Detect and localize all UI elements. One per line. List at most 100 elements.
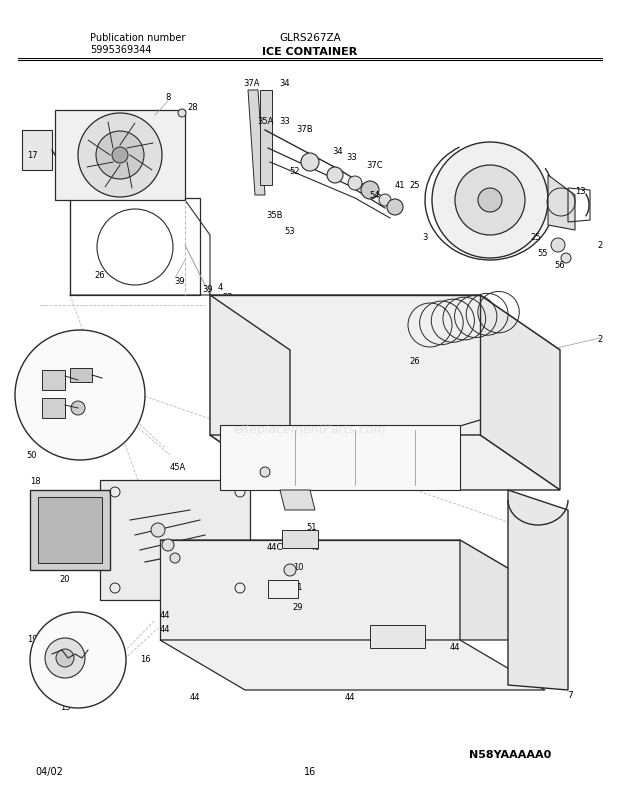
Text: 2: 2 [598,241,603,249]
Text: GLRS267ZA: GLRS267ZA [279,33,341,43]
Text: 16: 16 [304,767,316,777]
Text: 37A: 37A [244,79,260,87]
Circle shape [327,167,343,183]
Text: 39: 39 [175,277,185,287]
Polygon shape [160,540,545,590]
Text: 15: 15 [60,703,70,711]
Text: 58: 58 [219,477,230,487]
Circle shape [71,401,85,415]
Circle shape [379,194,391,206]
Text: 34: 34 [280,79,290,87]
Text: 21: 21 [293,584,303,592]
Circle shape [15,330,145,460]
Text: 45C: 45C [47,356,63,364]
Text: 54: 54 [370,191,380,199]
Text: 53: 53 [285,228,295,237]
Polygon shape [210,435,560,490]
Polygon shape [42,398,65,418]
Polygon shape [70,368,92,382]
Text: 16: 16 [140,656,150,665]
Text: 25: 25 [410,182,420,191]
Polygon shape [210,295,560,350]
Polygon shape [268,580,298,598]
Text: 37B: 37B [297,125,313,134]
Text: 34: 34 [333,148,343,156]
Text: 10: 10 [293,564,303,572]
Text: 50: 50 [27,450,37,460]
Text: 7: 7 [567,691,573,700]
Polygon shape [260,90,272,185]
Text: 48: 48 [253,460,264,468]
Text: 8: 8 [166,92,171,102]
Polygon shape [508,490,568,690]
Text: 33: 33 [347,153,357,163]
Text: 28: 28 [188,103,198,113]
Text: 44: 44 [160,611,171,619]
Polygon shape [160,540,460,640]
Text: 35A: 35A [257,118,273,126]
Text: 33: 33 [280,118,290,126]
Text: 45B: 45B [87,407,103,417]
Circle shape [478,188,502,212]
Polygon shape [22,130,52,170]
Text: 44: 44 [190,692,200,702]
Circle shape [112,147,128,163]
Circle shape [96,131,144,179]
Polygon shape [55,110,185,200]
Circle shape [45,638,85,678]
Polygon shape [220,425,460,490]
Circle shape [170,553,180,563]
Circle shape [162,539,174,551]
Circle shape [348,176,362,190]
Circle shape [387,199,403,215]
Text: 45D: 45D [87,357,104,367]
Circle shape [432,142,548,258]
Polygon shape [160,640,545,690]
Text: 46: 46 [309,544,321,553]
Text: 44C: 44C [267,544,283,553]
Text: eReplacementParts.com: eReplacementParts.com [234,423,386,437]
Circle shape [151,523,165,537]
Polygon shape [210,295,480,435]
Text: 56: 56 [555,260,565,269]
Circle shape [561,253,571,263]
Text: 23: 23 [223,294,233,303]
Text: 44: 44 [450,643,460,653]
Text: 2: 2 [598,336,603,345]
Polygon shape [248,90,265,195]
Circle shape [56,649,74,667]
Polygon shape [280,490,315,510]
Text: 17: 17 [27,151,37,160]
Text: 4: 4 [218,283,223,292]
Text: Publication number: Publication number [90,33,185,43]
Text: 04/02: 04/02 [35,767,63,777]
Text: 41: 41 [395,180,405,190]
Text: ICE CONTAINER: ICE CONTAINER [262,47,358,57]
Text: 3: 3 [422,233,428,241]
Text: 47: 47 [309,484,321,492]
Text: 45A: 45A [170,462,186,472]
Polygon shape [370,625,425,648]
Text: 45: 45 [50,422,60,431]
Text: 18: 18 [30,477,40,487]
Text: 13: 13 [575,187,585,196]
Circle shape [30,612,126,708]
Text: 25: 25 [531,233,541,241]
Text: 55: 55 [538,249,548,257]
Text: 26: 26 [95,271,105,279]
Text: 37C: 37C [366,160,383,169]
Polygon shape [460,540,545,640]
Polygon shape [282,530,318,548]
Polygon shape [30,490,110,570]
Text: 51: 51 [307,523,317,533]
Text: 19: 19 [27,635,37,645]
Circle shape [301,153,319,171]
Circle shape [551,238,565,252]
Text: 5995369344: 5995369344 [90,45,151,55]
Text: 44: 44 [160,626,171,634]
Polygon shape [210,295,290,490]
Polygon shape [100,480,250,600]
Text: 20: 20 [60,576,70,584]
Text: 44: 44 [345,692,355,702]
Circle shape [260,467,270,477]
